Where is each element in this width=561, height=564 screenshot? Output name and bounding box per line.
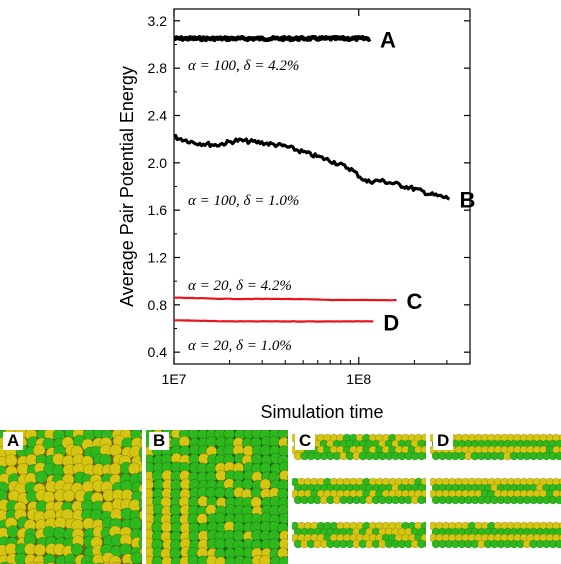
- series-label-b: B: [460, 187, 476, 212]
- snapshot-panel-d: D: [430, 430, 561, 564]
- energy-chart: 0.4 0.8 1.2 1.6 2.0 2.4 2.8 3.2 1E7 1E8 A B CD α = …: [117, 8, 476, 422]
- y-tick-label: 1.6: [148, 202, 168, 218]
- panel-c-image: [292, 430, 426, 564]
- x-axis-label: Simulation time: [260, 402, 383, 422]
- snapshot-panel-a: A: [0, 430, 142, 564]
- panel-c-label: C: [295, 432, 316, 450]
- y-axis-label: Average Pair Potential Energy: [117, 66, 137, 307]
- series-line-a: [172, 34, 372, 43]
- series-label-a: A: [380, 28, 396, 53]
- series-label-d: D: [383, 310, 399, 335]
- annotation-a: α = 100, δ = 4.2%: [188, 58, 299, 74]
- y-tick-label: 2.8: [148, 60, 168, 76]
- y-tick-label: 0.8: [148, 297, 168, 313]
- snapshot-panel-c: C: [292, 430, 426, 564]
- series-line-c: [173, 296, 397, 302]
- panel-b-image: [146, 430, 288, 564]
- y-tick-label: 2.0: [148, 155, 168, 171]
- x-tick-label: 1E8: [346, 371, 371, 387]
- annotation-d: α = 20, δ = 1.0%: [188, 338, 292, 354]
- annotation-b: α = 100, δ = 1.0%: [188, 193, 299, 209]
- series-line-d: [174, 319, 374, 323]
- x-tick-label: 1E7: [162, 371, 187, 387]
- panel-a-label: A: [3, 432, 24, 450]
- y-tick-label: 0.4: [148, 344, 168, 360]
- y-tick-label: 2.4: [148, 108, 168, 124]
- y-tick-label: 3.2: [148, 13, 168, 29]
- series-label-c: C: [406, 289, 422, 314]
- panel-d-label: D: [433, 432, 454, 450]
- panel-b-label: B: [149, 432, 170, 450]
- panel-d-image: [430, 430, 561, 564]
- y-tick-label: 1.2: [148, 250, 168, 266]
- annotation-c: α = 20, δ = 4.2%: [188, 278, 292, 294]
- panel-a-image: [0, 430, 142, 564]
- snapshot-panel-b: B: [146, 430, 288, 564]
- series-line-b: [173, 134, 451, 201]
